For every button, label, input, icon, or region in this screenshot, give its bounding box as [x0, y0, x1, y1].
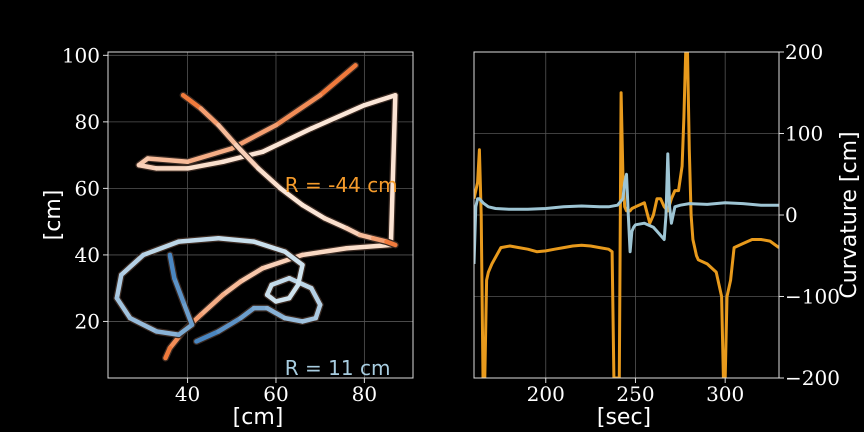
trajectory-xtick-label: 60 [263, 382, 288, 406]
curvature-ytick-label: −200 [785, 366, 840, 390]
trajectory-segment-2-20 [143, 242, 178, 255]
trajectory-ytick-label: 40 [75, 243, 100, 267]
trajectory-segment-0-1 [276, 95, 320, 125]
trajectory-segment-0-0 [320, 65, 355, 95]
trajectory-segment-1-1 [201, 109, 219, 126]
trajectory-segment-0-18 [223, 282, 241, 295]
curvature-grid [474, 52, 779, 378]
trajectory-segment-2-10 [272, 278, 290, 285]
trajectory-segment-1-6 [302, 205, 324, 218]
curvature-xtick-label: 300 [706, 382, 744, 406]
trajectory-segment-2-21 [121, 255, 143, 275]
curvature-ytick-label: −100 [785, 285, 840, 309]
trajectory-xlabel: [cm] [233, 405, 284, 430]
curvature-ytick-label: 0 [785, 203, 798, 227]
trajectory-segment-0-11 [311, 105, 364, 128]
curvature-ylabel: Curvature [cm] [837, 131, 862, 298]
trajectory-ytick-label: 20 [75, 309, 100, 333]
curvature-panel: 200 250 300 −200 −100 0 100 200 [sec] Curvature… [474, 40, 862, 430]
trajectory-ytick-label: 60 [75, 176, 100, 200]
trajectory-segment-1-4 [258, 168, 280, 188]
curvature-xtick-label: 250 [616, 382, 654, 406]
trajectory-segment-2-24 [130, 318, 157, 331]
trajectory-segment-2-1 [219, 318, 241, 331]
trajectory-segment-2-23 [117, 298, 130, 318]
trajectory-segment-0-19 [201, 295, 223, 315]
trajectory-segment-1-11 [386, 242, 395, 245]
annotation-r-positive: R = 11 cm [285, 356, 391, 380]
trajectory-ytick-label: 100 [62, 43, 100, 67]
curvature-xtick-label: 200 [527, 382, 565, 406]
trajectory-ticks: 40 60 80 20 40 60 80 100 [62, 43, 377, 406]
trajectory-xtick-label: 80 [352, 382, 377, 406]
annotation-r-negative: R = -44 cm [285, 173, 398, 197]
curvature-xlabel: [sec] [597, 405, 651, 430]
trajectory-segment-1-0 [183, 95, 201, 108]
trajectory-paths [117, 65, 396, 358]
trajectory-panel: 40 60 80 20 40 60 80 100 R = -44 cm R = 11 cm [… [41, 43, 413, 430]
curvature-ytick-label: 200 [785, 40, 823, 64]
trajectory-segment-0-17 [241, 268, 263, 281]
trajectory-ylabel: [cm] [41, 190, 66, 241]
curvature-ytick-label: 100 [785, 122, 823, 146]
trajectory-segment-1-2 [219, 125, 237, 145]
trajectory-xtick-label: 40 [175, 382, 200, 406]
trajectory-ytick-label: 80 [75, 110, 100, 134]
